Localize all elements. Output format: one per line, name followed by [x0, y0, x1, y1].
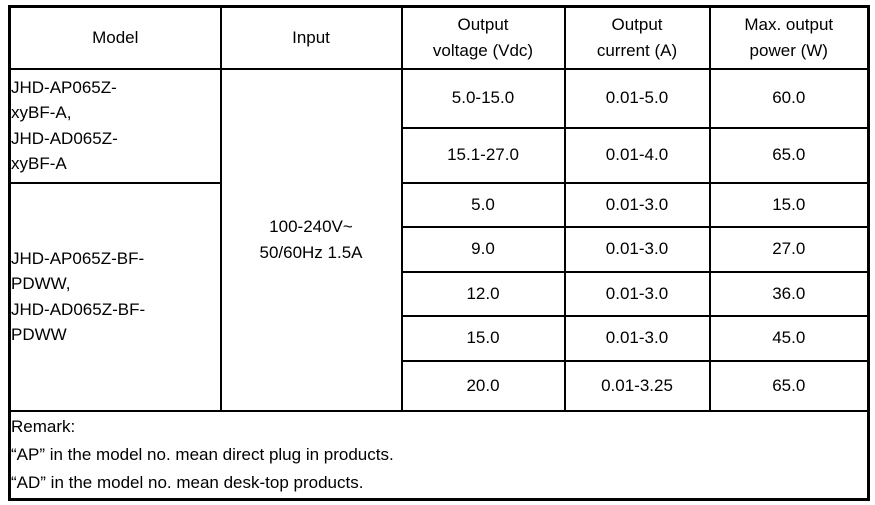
- current-cell: 0.01-3.0: [563, 270, 711, 317]
- model-cell-group-1: JHD-AP065Z- xyBF-A, JHD-AD065Z- xyBF-A: [8, 67, 222, 184]
- current-cell: 0.01-4.0: [563, 126, 711, 184]
- col-header-output-current: Output current (A): [563, 5, 711, 70]
- voltage-cell: 5.0-15.0: [400, 67, 566, 129]
- col-header-max-power: Max. output power (W): [708, 5, 870, 70]
- col-header-output-voltage: Output voltage (Vdc): [400, 5, 566, 70]
- power-cell: 65.0: [708, 359, 870, 412]
- table-row: 12.0 0.01-3.0 36.0: [10, 270, 870, 317]
- remark-line-ad: “AD” in the model no. mean desk-top prod…: [11, 472, 364, 492]
- voltage-cell: 15.0: [400, 314, 566, 362]
- power-cell: 65.0: [708, 126, 870, 184]
- table-row: JHD-AP065Z- xyBF-A, JHD-AD065Z- xyBF-A 1…: [8, 67, 870, 412]
- table-row: 9.0 0.01-3.0 27.0: [10, 225, 870, 273]
- voltage-cell: 12.0: [400, 270, 566, 317]
- power-cell: 36.0: [708, 270, 870, 317]
- table-row: 20.0 0.01-3.25 65.0: [10, 359, 870, 412]
- current-cell: 0.01-3.0: [563, 181, 711, 228]
- table-row: 15.1-27.0 0.01-4.0 65.0: [10, 126, 870, 184]
- power-cell: 45.0: [708, 314, 870, 362]
- voltage-cell: 20.0: [400, 359, 566, 412]
- current-cell: 0.01-3.0: [563, 314, 711, 362]
- remark-row: Remark: “AP” in the model no. mean direc…: [8, 409, 870, 501]
- table-row: 15.0 0.01-3.0 45.0: [10, 314, 870, 362]
- input-cell: 100-240V~ 50/60Hz 1.5A: [219, 67, 403, 412]
- power-cell: 27.0: [708, 225, 870, 273]
- header-row: Model Input Output voltage (Vdc) Output …: [8, 5, 870, 70]
- current-cell: 0.01-5.0: [563, 67, 711, 129]
- col-header-input: Input: [219, 5, 403, 70]
- voltage-cell: 9.0: [400, 225, 566, 273]
- model-cell-group-2: JHD-AP065Z-BF- PDWW, JHD-AD065Z-BF- PDWW: [8, 181, 222, 412]
- col-header-model: Model: [8, 5, 222, 70]
- power-spec-table: Model Input Output voltage (Vdc) Output …: [8, 5, 870, 501]
- table-row: JHD-AP065Z-BF- PDWW, JHD-AD065Z-BF- PDWW…: [8, 181, 870, 412]
- remark: Remark: “AP” in the model no. mean direc…: [8, 409, 870, 501]
- current-cell: 0.01-3.0: [563, 225, 711, 273]
- voltage-cell: 5.0: [400, 181, 566, 228]
- power-cell: 15.0: [708, 181, 870, 228]
- remark-title: Remark:: [11, 417, 76, 437]
- remark-line-ap: “AP” in the model no. mean direct plug i…: [11, 444, 394, 464]
- voltage-cell: 15.1-27.0: [400, 126, 566, 184]
- power-cell: 60.0: [708, 67, 870, 129]
- current-cell: 0.01-3.25: [563, 359, 711, 412]
